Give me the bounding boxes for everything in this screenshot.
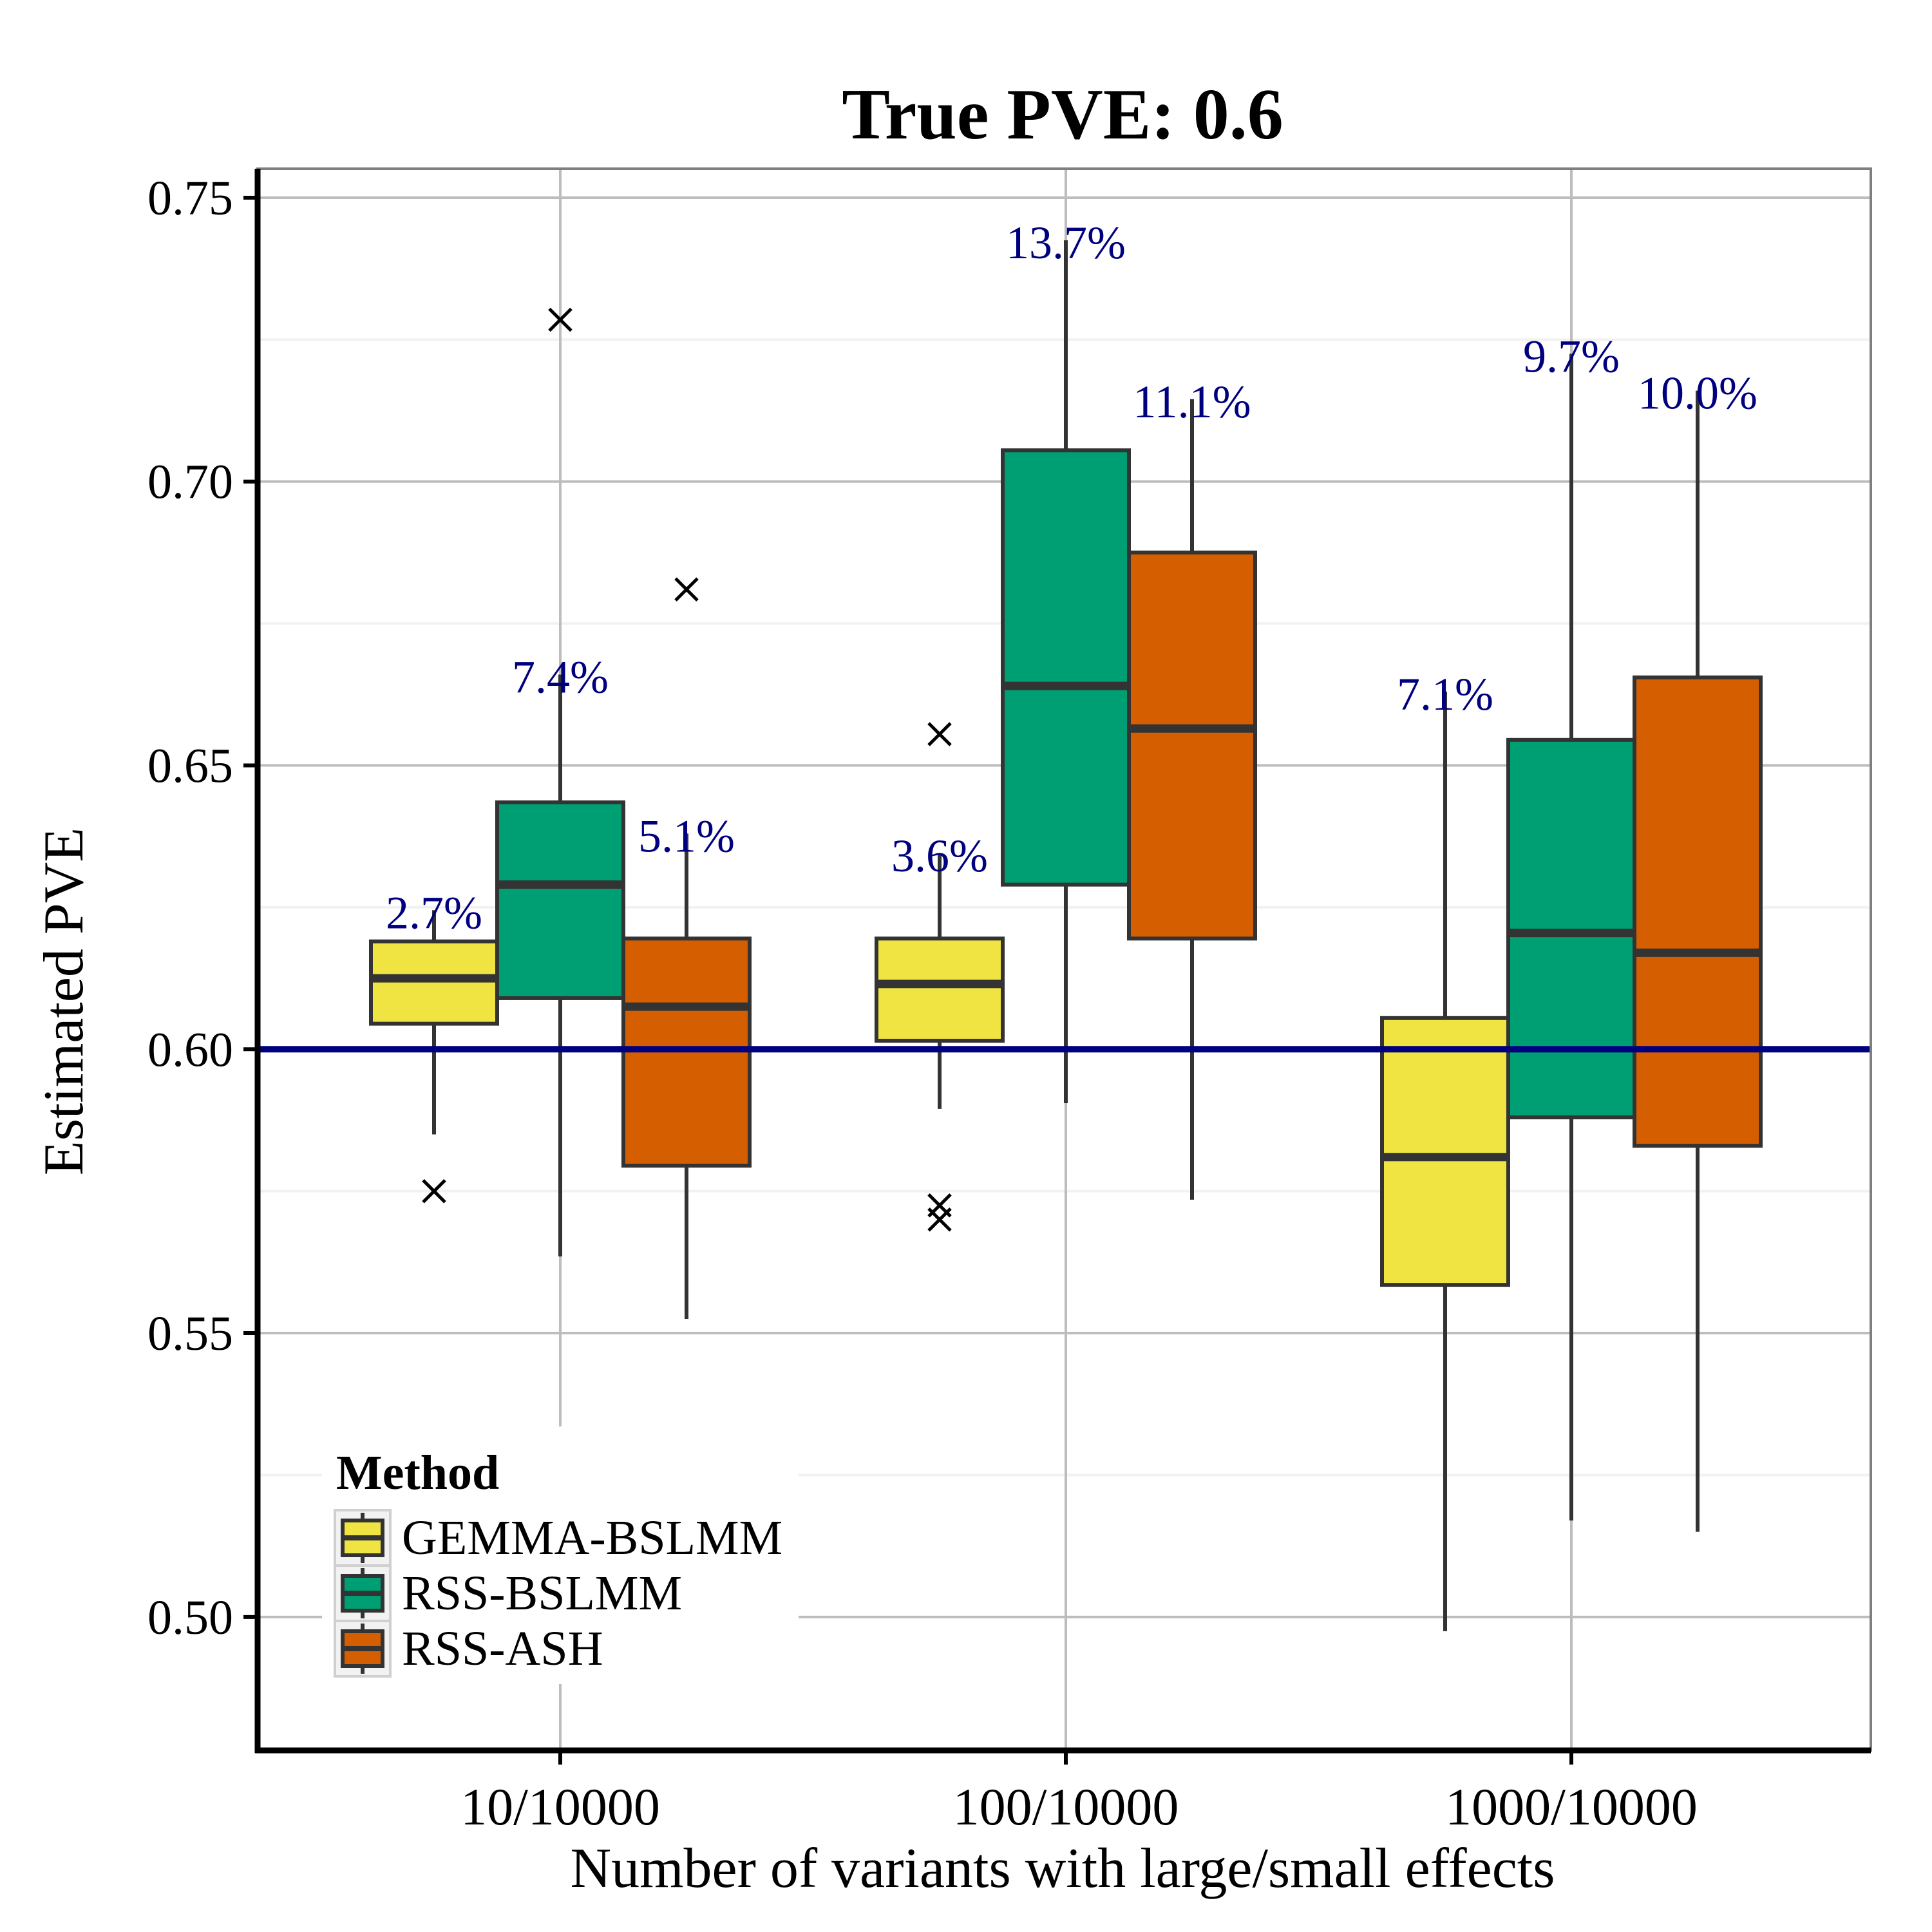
legend-key-rss-ash [334, 1620, 392, 1678]
outlier-stroke [674, 577, 699, 601]
x-tick-label: 10/10000 [460, 1777, 660, 1836]
legend-title: Method [336, 1446, 499, 1500]
outlier-stroke [927, 722, 952, 746]
percent-label: 10.0% [1638, 368, 1757, 419]
percent-label: 13.7% [1006, 217, 1126, 269]
y-axis-label: Estimated PVE [33, 828, 95, 1175]
outlier-point [674, 577, 699, 601]
legend-entry-label: GEMMA-BSLMM [402, 1511, 782, 1565]
percent-label: 3.6% [891, 830, 988, 882]
percent-label: 7.4% [512, 651, 609, 703]
box-iqr [1127, 550, 1257, 941]
outlier-stroke [548, 307, 573, 332]
y-tick-label: 0.50 [147, 1591, 233, 1645]
y-tick-label: 0.65 [147, 739, 233, 793]
percent-label: 7.1% [1397, 668, 1493, 720]
percent-label: 11.1% [1133, 376, 1251, 428]
outlier-point [422, 1179, 446, 1204]
box-gemma-bslmm-2: 3.6% [875, 722, 1005, 1232]
y-tick-label: 0.60 [147, 1023, 233, 1077]
x-axis: 10/10000 100/10000 1000/10000 [255, 1747, 1871, 1836]
x-tick-label: 100/10000 [953, 1777, 1179, 1836]
box-rss-bslmm-2: 13.7% [1001, 217, 1131, 1104]
chart-title: True PVE: 0.6 [842, 75, 1283, 155]
box-iqr [1001, 448, 1131, 887]
outlier-point [927, 722, 952, 746]
legend-entry-label: RSS-BSLMM [402, 1566, 682, 1620]
box-iqr [1380, 1016, 1510, 1287]
percent-label: 9.7% [1523, 330, 1620, 382]
legend-key-gemma-bslmm [334, 1509, 392, 1567]
box-rss-ash-2: 11.1% [1127, 376, 1257, 1200]
outlier-point [548, 307, 573, 332]
x-axis-label: Number of variants with large/small effe… [571, 1837, 1555, 1900]
box-rss-bslmm-3: 9.7% [1506, 330, 1636, 1520]
box-rss-ash-3: 10.0% [1633, 368, 1763, 1532]
y-tick-label: 0.70 [147, 455, 233, 509]
percent-label: 5.1% [638, 810, 735, 862]
y-tick-label: 0.55 [147, 1307, 233, 1361]
box-iqr [495, 800, 625, 1000]
outlier-stroke [927, 1207, 952, 1232]
box-iqr [1506, 737, 1636, 1120]
percent-label: 2.7% [386, 887, 482, 938]
box-iqr [875, 936, 1005, 1043]
outlier-point [927, 1207, 952, 1232]
y-tick-label: 0.75 [147, 171, 233, 225]
y-axis: 0.50 0.55 0.60 0.65 0.70 0.75 [147, 169, 261, 1753]
box-gemma-bslmm-1: 2.7% [369, 887, 499, 1204]
box-gemma-bslmm-3: 7.1% [1380, 668, 1510, 1631]
box-iqr [369, 939, 499, 1026]
box-iqr [1633, 675, 1763, 1148]
legend-background [322, 1426, 799, 1684]
outlier-stroke [422, 1179, 446, 1204]
legend-key-rss-bslmm [334, 1564, 392, 1622]
legend-entry-label: RSS-ASH [402, 1622, 603, 1676]
x-tick-label: 1000/10000 [1445, 1777, 1698, 1836]
box-rss-bslmm-1: 7.4% [495, 307, 625, 1257]
